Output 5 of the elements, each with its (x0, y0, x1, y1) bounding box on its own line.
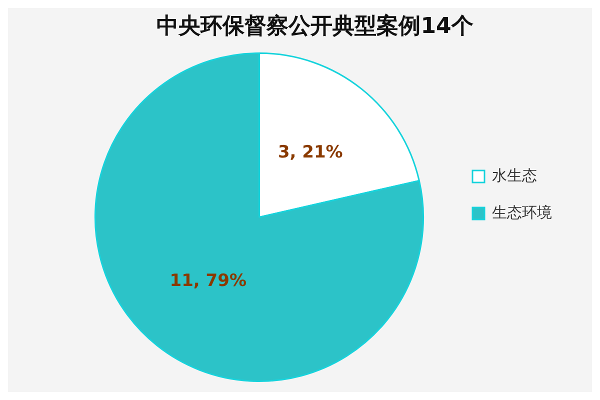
legend-label: 生态环境 (492, 203, 552, 222)
chart-title: 中央环保督察公开典型案例14个 (156, 12, 474, 39)
data-label: 3, 21% (278, 142, 343, 162)
data-label: 11, 79% (170, 270, 246, 291)
legend-label: 水生态 (492, 166, 537, 184)
